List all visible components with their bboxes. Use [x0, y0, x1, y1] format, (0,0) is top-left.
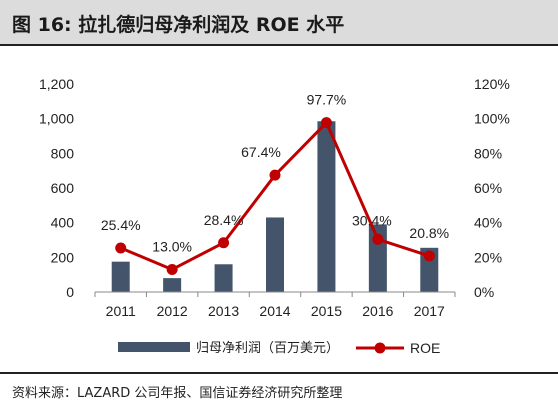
roe-point [218, 237, 230, 249]
y-right-tick-label: 20% [474, 249, 502, 265]
roe-data-label: 97.7% [307, 92, 347, 108]
x-tick-label: 2012 [157, 303, 188, 319]
bar-net-profit [266, 217, 284, 292]
y-left-tick-label: 1,200 [39, 76, 74, 92]
y-right-tick-label: 40% [474, 215, 502, 231]
y-left-tick-label: 800 [51, 145, 75, 161]
roe-point [423, 250, 435, 262]
x-tick-label: 2016 [362, 303, 393, 319]
roe-data-label: 30.4% [352, 212, 392, 228]
y-right-tick-label: 80% [474, 145, 502, 161]
figure-title: 图 16: 拉扎德归母净利润及 ROE 水平 [12, 14, 345, 36]
y-left-tick-label: 400 [51, 215, 75, 231]
footer-divider [0, 372, 558, 374]
y-left-tick-label: 600 [51, 180, 75, 196]
source-note: 资料来源：LAZARD 公司年报、国信证券经济研究所整理 [12, 386, 343, 401]
y-right-tick-label: 120% [474, 76, 510, 92]
combo-chart: 0 200 400 600 800 1,000 1,200 0% 20% 40% 60% 80% 100… [39, 76, 510, 356]
bar-net-profit [111, 261, 130, 292]
x-tick-label: 2011 [106, 303, 136, 319]
legend-bar-swatch [118, 342, 190, 352]
y-left-tick-label: 0 [66, 284, 74, 300]
legend-bar-label: 归母净利润（百万美元） [196, 340, 339, 355]
roe-data-label: 13.0% [152, 238, 192, 254]
y-left-tick-label: 1,000 [39, 111, 74, 127]
bar-net-profit [163, 278, 182, 292]
y-left-tick-label: 200 [51, 249, 75, 265]
x-tick-label: 2015 [311, 303, 342, 319]
roe-data-label: 20.8% [409, 225, 449, 241]
x-tick-label: 2013 [208, 303, 239, 319]
roe-point [269, 169, 281, 181]
y-right-tick-label: 60% [474, 180, 502, 196]
bar-net-profit [317, 121, 336, 293]
x-tick-label: 2017 [414, 303, 445, 319]
roe-point [320, 117, 332, 129]
bar-net-profit [214, 264, 233, 292]
roe-point [372, 233, 384, 245]
roe-data-label: 28.4% [204, 212, 244, 228]
legend-line-marker [374, 342, 386, 354]
x-tick-label: 2014 [259, 303, 290, 319]
figure-title-bar: 图 16: 拉扎德归母净利润及 ROE 水平 [0, 0, 558, 46]
legend-line-label: ROE [410, 340, 440, 356]
y-right-tick-label: 0% [474, 284, 494, 300]
roe-data-label: 67.4% [241, 144, 281, 160]
roe-point [115, 242, 127, 254]
roe-data-label: 25.4% [101, 217, 141, 233]
roe-point [166, 263, 178, 275]
y-right-tick-label: 100% [474, 111, 510, 127]
